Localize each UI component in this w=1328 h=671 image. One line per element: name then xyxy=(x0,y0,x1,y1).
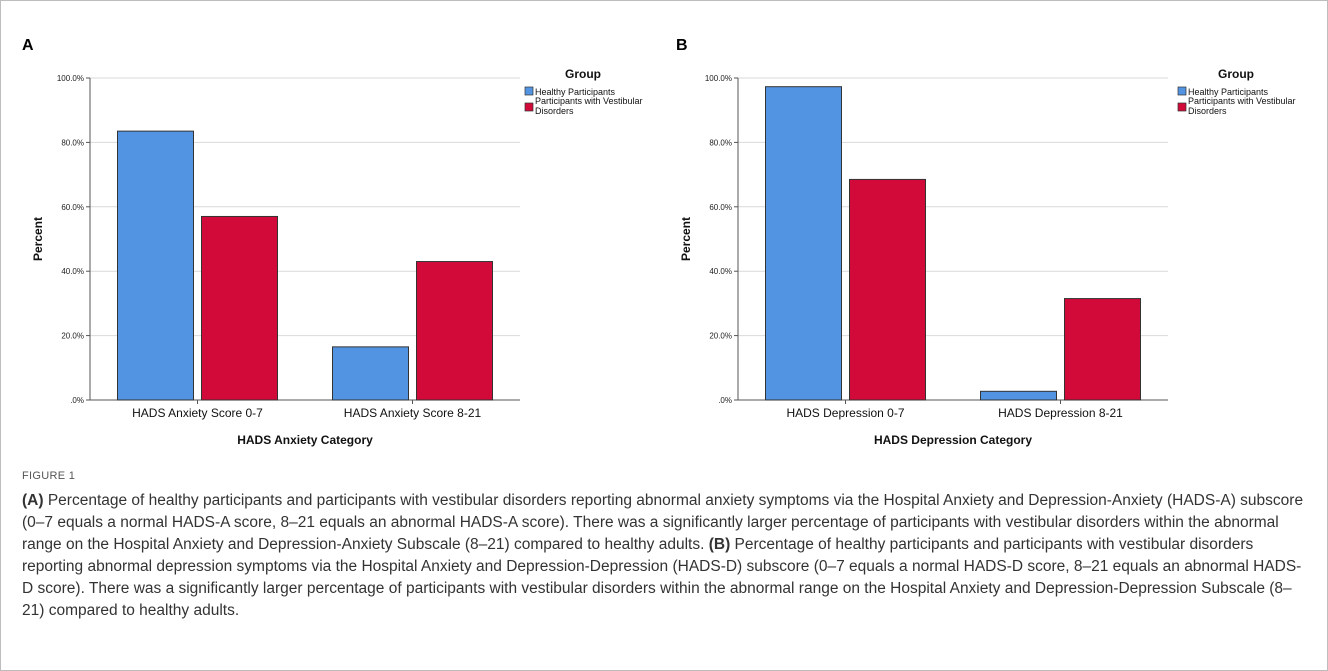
legend-label-healthy: Healthy Participants xyxy=(535,87,616,97)
x-axis-title: HADS Depression Category xyxy=(874,433,1032,447)
y-tick-label: 60.0% xyxy=(61,203,84,212)
bar-healthy-1 xyxy=(765,86,842,401)
bar-healthy-1 xyxy=(117,130,194,401)
bar-healthy-2 xyxy=(332,346,409,401)
bar-vestibular-1 xyxy=(849,178,926,401)
x-axis-title: HADS Anxiety Category xyxy=(237,433,373,447)
y-tick-label: .0% xyxy=(70,396,84,405)
legend-label-vestibular: Participants with Vestibular Disorders xyxy=(1188,96,1296,116)
chart-panel-a: A .0% 20.0% 40.0% 60.0% 80.0% 100.0% HADS Anxie… xyxy=(22,37,643,447)
legend-title: Group xyxy=(565,67,601,81)
x-tick-label: HADS Depression 8-21 xyxy=(998,406,1123,420)
y-tick-label: 40.0% xyxy=(709,267,732,276)
x-tick-label: HADS Anxiety Score 0-7 xyxy=(132,406,263,420)
y-tick-label: .0% xyxy=(718,396,732,405)
bar-vestibular-2 xyxy=(416,261,493,401)
x-tick-label: HADS Depression 0-7 xyxy=(786,406,904,420)
legend-swatch-vestibular xyxy=(1177,102,1187,112)
figure-caption: (A) Percentage of healthy participants a… xyxy=(22,490,1312,622)
caption-b-text: Percentage of healthy participants and p… xyxy=(22,536,1302,619)
legend-swatch-vestibular xyxy=(524,102,534,112)
figure-label: FIGURE 1 xyxy=(22,470,76,482)
bar-healthy-2 xyxy=(980,390,1057,401)
legend-label-vestibular: Participants with Vestibular Disorders xyxy=(535,96,643,116)
y-tick-label: 60.0% xyxy=(709,203,732,212)
y-axis-title: Percent xyxy=(31,217,45,261)
panel-letter: A xyxy=(22,37,34,54)
bar-vestibular-1 xyxy=(201,215,278,401)
y-tick-label: 100.0% xyxy=(57,74,84,83)
y-tick-label: 20.0% xyxy=(709,332,732,341)
caption-a-marker: (A) xyxy=(22,492,44,509)
legend-label-healthy: Healthy Participants xyxy=(1188,87,1269,97)
x-tick-label: HADS Anxiety Score 8-21 xyxy=(344,406,482,420)
y-tick-label: 20.0% xyxy=(61,332,84,341)
bar-vestibular-2 xyxy=(1064,298,1141,401)
y-axis-title: Percent xyxy=(679,217,693,261)
y-tick-label: 40.0% xyxy=(61,267,84,276)
y-tick-label: 100.0% xyxy=(705,74,732,83)
panel-letter: B xyxy=(676,37,688,54)
chart-panel-b: B .0% 20.0% 40.0% 60.0% 80.0% 100.0% HADS Depre… xyxy=(676,37,1296,447)
legend-title: Group xyxy=(1218,67,1254,81)
y-tick-label: 80.0% xyxy=(61,138,84,147)
caption-a-text: Percentage of healthy participants and p… xyxy=(22,492,1304,553)
y-tick-label: 80.0% xyxy=(709,138,732,147)
caption-b-marker: (B) xyxy=(708,536,731,553)
legend-swatch-healthy xyxy=(1177,86,1187,96)
legend-swatch-healthy xyxy=(524,86,534,96)
